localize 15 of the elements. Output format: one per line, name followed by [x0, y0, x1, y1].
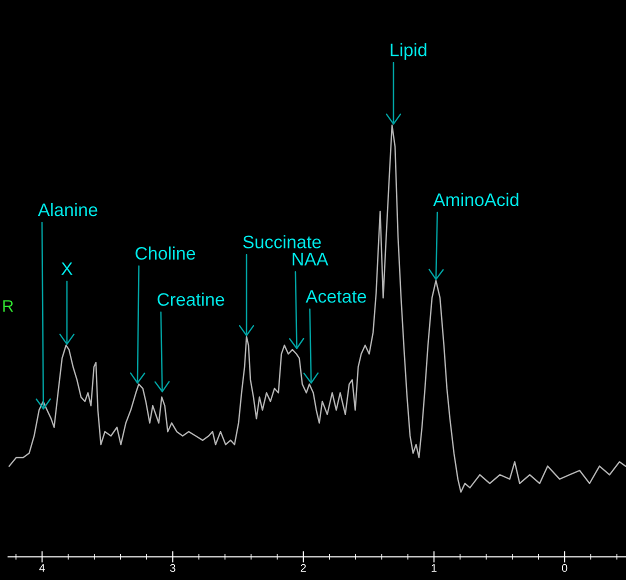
x-tick-label: 1: [432, 564, 437, 572]
annotation: R: [3, 300, 14, 312]
annotation: AminoAcid: [433, 192, 518, 206]
annotation: Creatine: [158, 292, 224, 306]
annotation: Succinate: [243, 235, 321, 248]
annotation: Lipid: [390, 43, 426, 60]
annotation: X: [61, 262, 73, 275]
annotation: Acetate: [306, 290, 366, 303]
x-tick-label: 2: [300, 564, 306, 572]
x-tick-label: 4: [39, 564, 45, 572]
annotation: NAA: [292, 252, 328, 266]
x-tick-label: 3: [170, 564, 176, 572]
annotation: Choline: [136, 246, 196, 260]
x-tick-label: 0: [562, 564, 568, 572]
annotation: Alanine: [38, 202, 98, 216]
